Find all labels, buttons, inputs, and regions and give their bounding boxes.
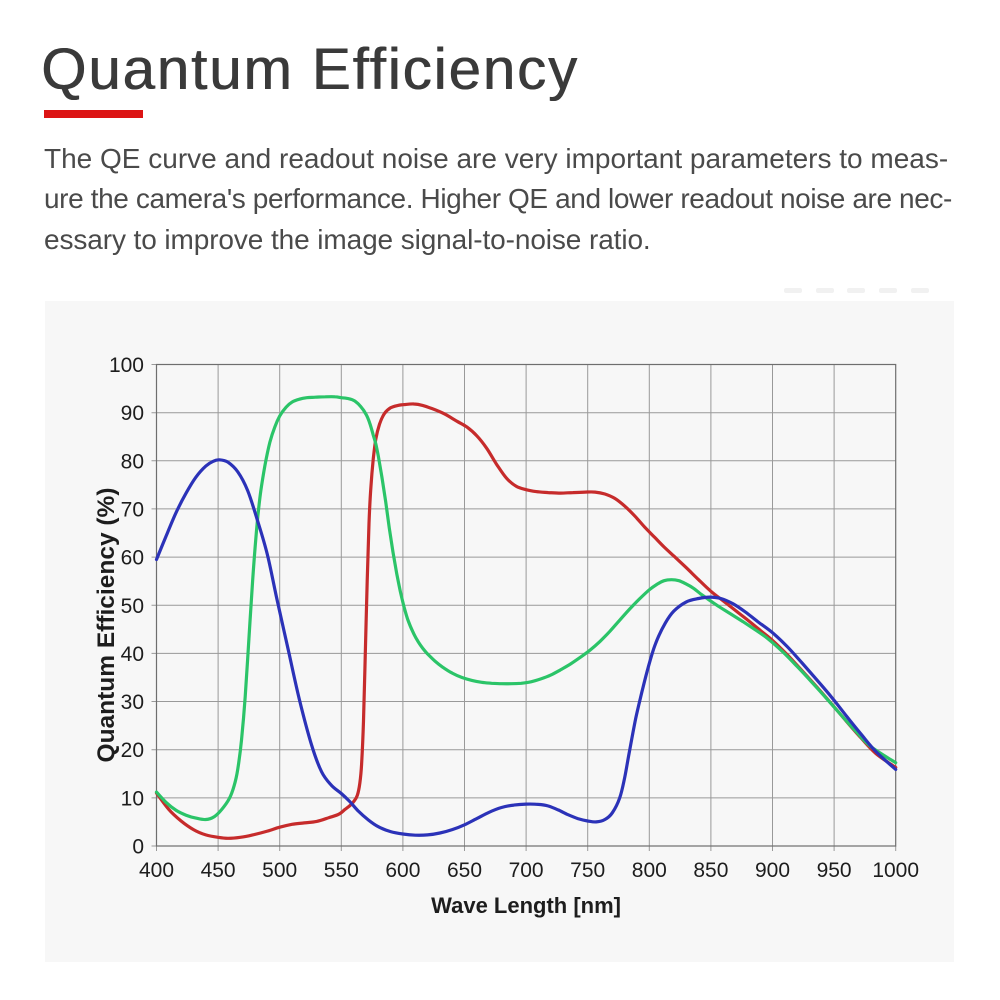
svg-text:90: 90 xyxy=(121,402,144,425)
svg-text:1000: 1000 xyxy=(872,859,919,882)
svg-text:100: 100 xyxy=(109,354,144,377)
svg-text:900: 900 xyxy=(755,859,790,882)
svg-text:30: 30 xyxy=(121,691,144,714)
svg-text:800: 800 xyxy=(632,859,667,882)
svg-text:0: 0 xyxy=(132,836,144,859)
svg-text:40: 40 xyxy=(121,643,144,666)
svg-text:80: 80 xyxy=(121,450,144,473)
svg-text:450: 450 xyxy=(201,859,236,882)
svg-text:950: 950 xyxy=(817,859,852,882)
svg-text:700: 700 xyxy=(509,859,544,882)
svg-text:50: 50 xyxy=(121,595,144,618)
svg-text:Quantum Efficiency (%): Quantum Efficiency (%) xyxy=(93,488,120,763)
svg-text:60: 60 xyxy=(121,547,144,570)
svg-text:400: 400 xyxy=(139,859,174,882)
svg-text:70: 70 xyxy=(121,499,144,522)
svg-text:500: 500 xyxy=(262,859,297,882)
svg-text:10: 10 xyxy=(121,787,144,810)
svg-text:20: 20 xyxy=(121,739,144,762)
svg-text:550: 550 xyxy=(324,859,359,882)
svg-text:600: 600 xyxy=(385,859,420,882)
svg-text:850: 850 xyxy=(693,859,728,882)
svg-text:650: 650 xyxy=(447,859,482,882)
svg-text:750: 750 xyxy=(570,859,605,882)
svg-text:Wave Length [nm]: Wave Length [nm] xyxy=(431,893,621,918)
